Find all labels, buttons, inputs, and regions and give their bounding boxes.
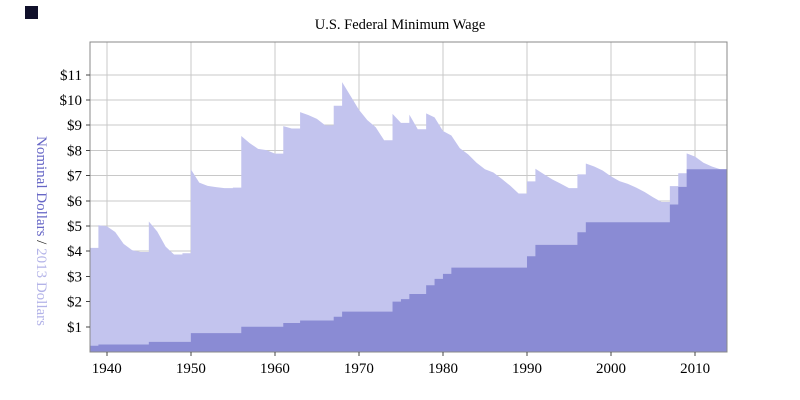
y-tick-label: $6 <box>67 194 83 210</box>
y-axis-label: Nominal Dollars / 2013 Dollars <box>32 136 49 326</box>
y-tick-label: $4 <box>67 244 83 260</box>
area-nominal <box>90 169 727 352</box>
y-tick-label: $9 <box>67 118 82 134</box>
x-tick-label: 1980 <box>428 361 458 377</box>
y-axis-label-separator: / <box>33 236 49 249</box>
y-tick-label: $1 <box>67 320 82 336</box>
x-tick-label: 1960 <box>260 361 290 377</box>
x-tick-labels: 1940 1950 1960 1970 1980 1990 2000 2010 <box>92 361 710 377</box>
y-tick-labels: $1 $2 $3 $4 $5 $6 $7 $8 $9 $10 $11 <box>60 68 83 336</box>
y-tick-label: $10 <box>60 93 83 109</box>
x-tick-label: 2010 <box>680 361 710 377</box>
y-tick-label: $11 <box>60 68 82 84</box>
y-axis-label-nominal: Nominal Dollars <box>33 136 49 237</box>
plot-border <box>89 41 728 353</box>
y-tick-label: $3 <box>67 269 82 285</box>
y-axis-label-real: 2013 Dollars <box>33 248 49 326</box>
x-tick-label: 2000 <box>596 361 626 377</box>
y-tick-label: $5 <box>67 219 82 235</box>
x-tick-label: 1990 <box>512 361 542 377</box>
x-tick-label: 1940 <box>92 361 122 377</box>
axis-ticks <box>86 74 696 356</box>
y-tick-label: $8 <box>67 143 82 159</box>
chart-title: U.S. Federal Minimum Wage <box>314 17 486 33</box>
corner-mark <box>25 6 38 19</box>
y-tick-label: $7 <box>67 169 83 185</box>
x-tick-label: 1950 <box>176 361 206 377</box>
y-tick-label: $2 <box>67 295 82 311</box>
x-tick-label: 1970 <box>344 361 374 377</box>
